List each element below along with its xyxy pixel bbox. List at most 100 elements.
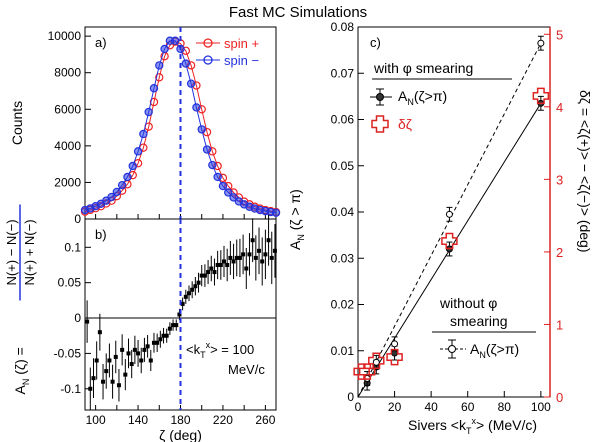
panel-c-y2tick-label: 3: [556, 172, 563, 187]
panel-b-xtick-label: 220: [213, 413, 233, 427]
panel-b-point: [193, 284, 198, 289]
panel-a-point: [112, 187, 122, 197]
panel-a-ytick-label: 2000: [54, 175, 81, 189]
panel-c-xtick-label: 20: [388, 400, 402, 414]
panel-b-xlabel: ζ (deg): [159, 427, 202, 442]
panel-b-point: [196, 280, 201, 285]
legend-top-an-label: AN(ζ>π): [398, 88, 447, 107]
panel-b-point: [129, 362, 134, 367]
panel-b-point: [257, 248, 262, 253]
panel-c-xlabel: Sivers <kTx> (MeV/c): [408, 416, 537, 436]
panel-b-point: [94, 358, 99, 363]
panel-b-point: [190, 287, 195, 292]
legend-marker: [376, 93, 384, 101]
panel-b-point: [218, 262, 223, 267]
panel-b-point: [132, 347, 137, 352]
panel-c-y2tick-label: 1: [556, 317, 563, 332]
legend-label: spin −: [224, 53, 259, 68]
panel-b-point: [183, 294, 188, 299]
panel-a-ytick-label: 10000: [48, 29, 82, 43]
panel-c-deltazeta-point: [358, 363, 376, 380]
panel-b-point: [101, 379, 106, 384]
panel-a-point: [202, 145, 212, 154]
panel-a-point: [155, 61, 164, 70]
panel-b-point: [123, 372, 128, 377]
panel-a-point: [117, 180, 127, 190]
panel-b-point: [177, 312, 182, 317]
panel-b-point: [126, 351, 131, 356]
panel-b-point: [260, 259, 265, 264]
panel-b-point: [199, 273, 204, 278]
panel-b-point: [174, 323, 179, 328]
panel-c-ytick-label: 0: [347, 390, 354, 404]
panel-a-point: [155, 73, 164, 82]
panel-b-point: [161, 333, 166, 338]
panel-b-point: [250, 238, 255, 243]
panel-a-point: [107, 192, 116, 202]
panel-b-point: [158, 337, 163, 342]
panel-a-point: [149, 84, 159, 93]
legend-top-deltazeta-label: δζ: [398, 116, 412, 132]
panel-c-frame: [357, 26, 551, 398]
panel-a-ytick-label: 0: [74, 212, 81, 226]
panel-b-point: [142, 347, 147, 352]
panel-b-point: [231, 259, 236, 264]
panel-b-point: [167, 326, 172, 331]
legend-bottom-header-line1: without φ: [439, 295, 497, 311]
panel-c-an-point: [537, 39, 545, 47]
panel-b-point: [164, 333, 169, 338]
panel-a-point: [170, 36, 180, 45]
panel-b-point: [209, 266, 214, 271]
panel-b-ylabel-prefix: AN (ζ) =: [12, 347, 31, 394]
panel-c-deltazeta-point: [441, 232, 458, 250]
panel-a-counts-chart: a) 0 2000 4000 6000 8000 10000 Counts spin + spin…: [9, 26, 281, 226]
panel-c-ytick-label: 0.02: [331, 298, 355, 312]
panel-c-ytick-label: 0.06: [331, 113, 355, 127]
panel-c-ytick-label: 0.01: [331, 344, 355, 358]
panel-b-ytick-label: 0.1: [64, 240, 81, 254]
panel-a-point: [192, 103, 201, 112]
panel-b-point: [136, 351, 141, 356]
panel-a-ytick-label: 4000: [54, 139, 81, 153]
panel-a-point: [133, 147, 143, 156]
panel-b-point: [215, 262, 220, 267]
panel-a-label: a): [95, 35, 107, 50]
panel-b-point: [241, 252, 246, 257]
panel-c-xtick-label: 0: [355, 400, 362, 414]
panel-b-point: [148, 358, 153, 363]
panel-b-annotation-line1: <kTx> = 100: [186, 340, 254, 360]
panel-b-point: [88, 386, 93, 391]
panel-c-y2label: δζ = <ζ(+)> − <ζ(−)> (deg): [577, 90, 593, 253]
panel-c-ylabel: AN (ζ > π): [287, 189, 306, 250]
panel-b-point: [247, 252, 252, 257]
panel-c-xtick-label: 40: [424, 400, 438, 414]
panel-b-point: [113, 354, 118, 359]
panel-a-point: [128, 161, 137, 171]
panel-c-deltazeta-point: [368, 352, 385, 369]
panel-c-ytick-label: 0.05: [331, 159, 355, 173]
panel-a-point: [224, 188, 233, 197]
panel-a-point: [160, 44, 169, 54]
panel-c-ytick-label: 0.07: [331, 66, 355, 80]
panel-b-point: [206, 270, 211, 275]
panel-b-point: [85, 319, 90, 324]
panel-b-point: [212, 270, 217, 275]
panel-b-asymmetry-chart: b) -0.1 -0.05 0 0.05 0.1 100 140 180 220 260 ζ (deg…: [4, 204, 277, 442]
panel-b-point: [110, 379, 115, 384]
panel-c-deltazeta-point: [532, 87, 550, 105]
panel-b-point: [272, 248, 277, 253]
panel-c-an-point: [372, 358, 380, 366]
panel-a-point: [213, 172, 222, 182]
panel-b-point: [104, 369, 109, 374]
panel-c-y2tick-label: 5: [556, 27, 563, 42]
legend-cross-marker: [371, 115, 389, 133]
panel-b-point: [269, 255, 274, 260]
panel-a-ytick-label: 6000: [54, 102, 81, 116]
panel-b-point: [186, 291, 191, 296]
panel-c-y2tick-label: 0: [556, 390, 563, 405]
legend-label: spin +: [224, 36, 259, 51]
panel-b-point: [202, 273, 207, 278]
panel-b-xtick-label: 140: [128, 413, 148, 427]
panel-b-point: [145, 344, 150, 349]
